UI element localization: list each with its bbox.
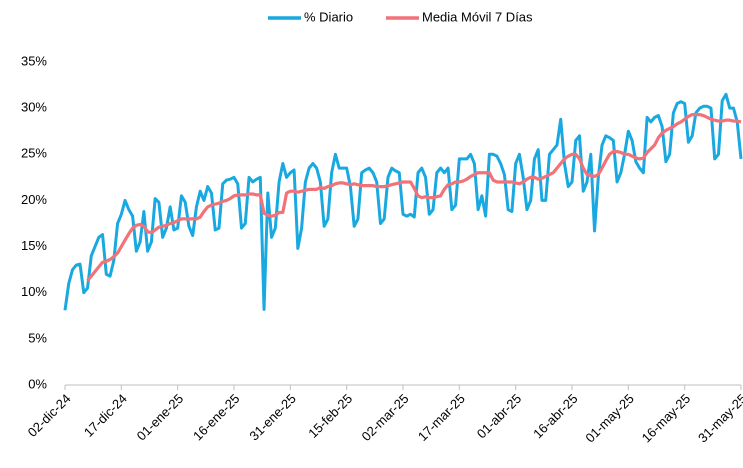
x-tick-label: 31-ene-25 <box>246 391 299 444</box>
series-line <box>86 113 742 282</box>
x-tick-label: 17-mar-25 <box>415 391 468 444</box>
x-tick-label: 02-mar-25 <box>359 391 412 444</box>
x-tick-label: 01-ene-25 <box>134 391 187 444</box>
x-tick-label: 16-may-25 <box>639 391 694 446</box>
y-tick-label: 5% <box>28 330 47 345</box>
x-tick-label: 01-abr-25 <box>474 391 524 441</box>
y-tick-label: 15% <box>21 238 47 253</box>
x-tick-label: 15-feb-25 <box>305 391 355 441</box>
x-tick-label: 16-ene-25 <box>190 391 243 444</box>
legend-label: % Diario <box>304 9 353 24</box>
y-tick-label: 35% <box>21 53 47 68</box>
x-tick-label: 16-abr-25 <box>530 391 580 441</box>
legend-label: Media Móvil 7 Días <box>422 9 533 24</box>
y-tick-label: 30% <box>21 100 47 115</box>
y-tick-label: 20% <box>21 192 47 207</box>
x-tick-label: 17-dic-24 <box>81 391 130 440</box>
y-tick-label: 25% <box>21 146 47 161</box>
x-tick-label: 02-dic-24 <box>25 391 74 440</box>
x-tick-label: 01-may-25 <box>582 391 637 446</box>
x-tick-label: 31-may-25 <box>695 391 743 446</box>
y-tick-label: 0% <box>28 376 47 391</box>
series-line <box>63 92 743 311</box>
y-tick-label: 10% <box>21 284 47 299</box>
